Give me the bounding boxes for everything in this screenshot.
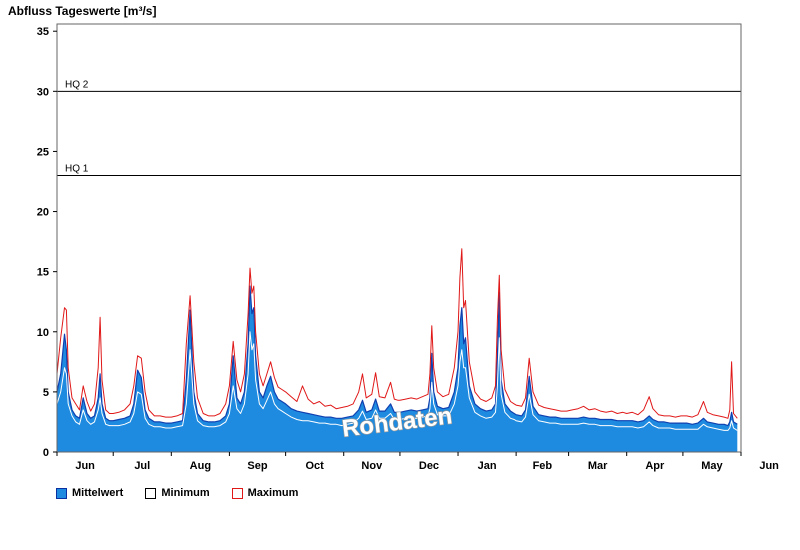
max-swatch-icon (231, 487, 243, 499)
legend-item-maximum: Maximum (231, 487, 299, 499)
plot-frame (56, 23, 742, 453)
page-title: Abfluss Tageswerte [m³/s] (8, 4, 157, 18)
min-line (56, 331, 738, 431)
legend: Mittelwert Minimum Maximum (56, 487, 298, 499)
legend-item-mittelwert: Mittelwert (56, 487, 123, 499)
x-month-label: Feb (533, 460, 553, 472)
y-tick-label: 15 (37, 267, 49, 279)
y-tick-label: 35 (37, 26, 49, 38)
y-tick-label: 20 (37, 207, 49, 219)
y-tick-label: 5 (43, 387, 49, 399)
x-month-label: Sep (247, 460, 267, 472)
x-month-label: Aug (190, 460, 211, 472)
min-swatch-icon (145, 487, 157, 499)
mean-swatch-icon (56, 487, 67, 499)
legend-label-mittelwert: Mittelwert (72, 487, 124, 499)
x-month-label: Jan (478, 460, 497, 472)
x-month-label: Nov (361, 460, 383, 472)
x-month-label: Mar (588, 460, 608, 472)
legend-label-minimum: Minimum (161, 487, 210, 499)
y-tick-label: 25 (37, 146, 49, 158)
max-line (56, 248, 738, 419)
x-month-label: Jun (75, 460, 95, 472)
x-month-label: Oct (305, 460, 324, 472)
y-tick-label: 30 (37, 86, 49, 98)
x-month-label: Apr (645, 460, 665, 472)
legend-item-minimum: Minimum (145, 487, 210, 499)
hq-reference-label: HQ 1 (65, 163, 89, 174)
mean-line (56, 285, 738, 427)
x-month-label: Jun (759, 460, 779, 472)
x-month-label: May (701, 460, 723, 472)
hq-reference-label: HQ 2 (65, 79, 89, 90)
y-tick-label: 10 (37, 327, 49, 339)
x-month-label: Jul (134, 460, 150, 472)
x-month-label: Dec (419, 460, 439, 472)
mean-area (57, 286, 738, 452)
legend-label-maximum: Maximum (247, 487, 299, 499)
y-tick-label: 0 (43, 447, 49, 459)
